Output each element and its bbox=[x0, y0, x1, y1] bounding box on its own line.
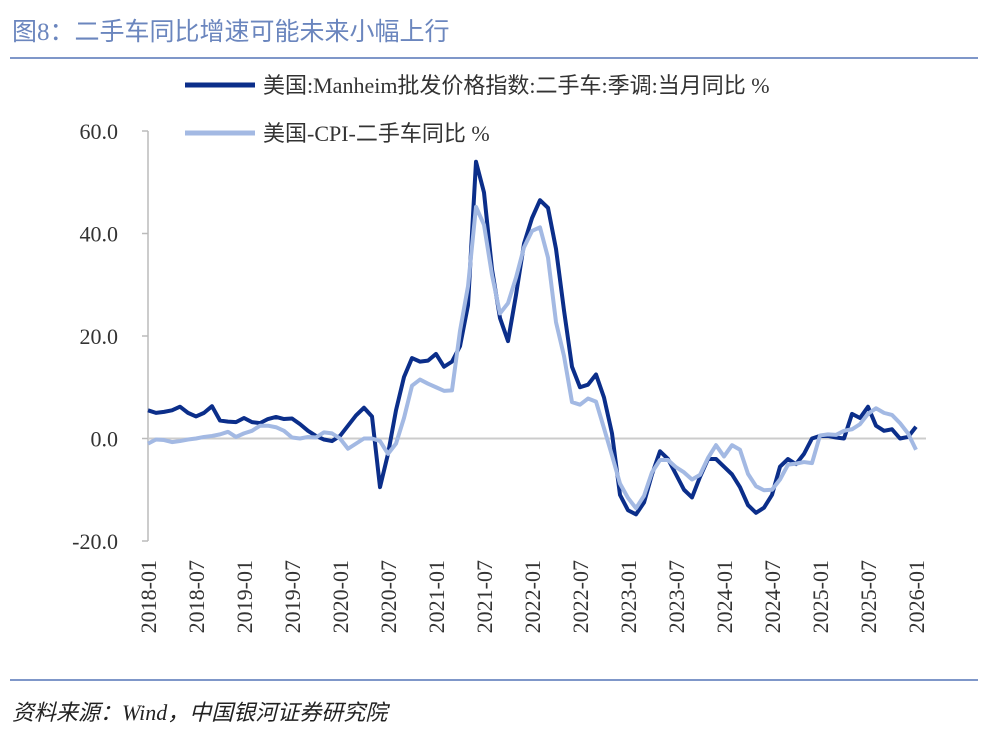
x-tick-label: 2020-01 bbox=[328, 560, 353, 633]
x-tick-label: 2019-01 bbox=[232, 560, 257, 633]
x-tick-label: 2023-07 bbox=[664, 560, 689, 633]
x-tick-label: 2024-01 bbox=[712, 560, 737, 633]
x-tick-label: 2024-07 bbox=[760, 560, 785, 633]
y-tick-label: 0.0 bbox=[91, 427, 119, 452]
line bbox=[147, 204, 918, 511]
y-tick-label: 40.0 bbox=[80, 222, 119, 247]
x-tick-label: 2025-01 bbox=[808, 560, 833, 633]
x-tick-label: 2023-01 bbox=[616, 560, 641, 633]
x-tick-label: 2018-07 bbox=[184, 560, 209, 633]
x-tick-label: 2022-01 bbox=[520, 560, 545, 633]
x-tick-label: 2018-01 bbox=[136, 560, 161, 633]
x-tick-label: 2021-07 bbox=[472, 560, 497, 633]
x-tick-label: 2022-07 bbox=[568, 560, 593, 633]
x-tick-label: 2025-07 bbox=[856, 560, 881, 633]
legend-label: 美国-CPI-二手车同比 % bbox=[263, 121, 490, 146]
y-tick-label: 60.0 bbox=[80, 119, 119, 144]
x-tick-label: 2026-01 bbox=[904, 560, 929, 633]
line bbox=[147, 159, 918, 517]
y-tick-label: -20.0 bbox=[72, 529, 118, 554]
chart-title: 图8：二手车同比增速可能未来小幅上行 bbox=[12, 18, 450, 46]
x-tick-label: 2020-07 bbox=[376, 560, 401, 633]
source: 资料来源：Wind，中国银河证券研究院 bbox=[12, 700, 390, 725]
y-tick-label: 20.0 bbox=[80, 324, 119, 349]
x-tick-label: 2019-07 bbox=[280, 560, 305, 633]
x-tick-label: 2021-01 bbox=[424, 560, 449, 633]
legend-label: 美国:Manheim批发价格指数:二手车:季调:当月同比 % bbox=[263, 73, 770, 98]
